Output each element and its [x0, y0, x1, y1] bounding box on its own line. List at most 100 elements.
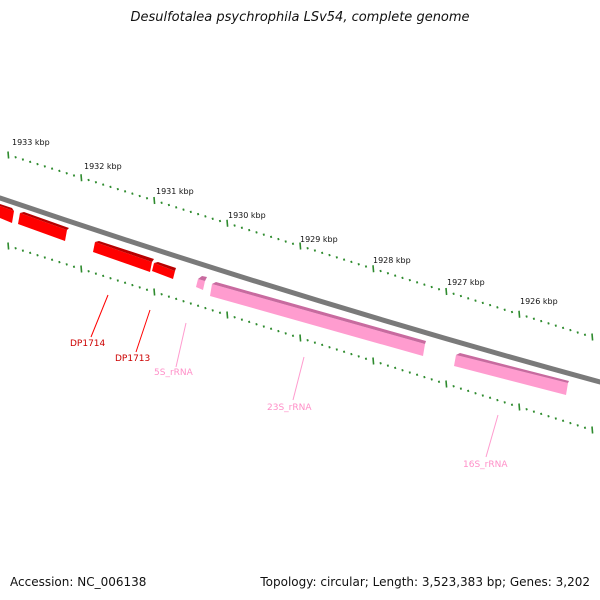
minor-tick: [583, 426, 587, 429]
major-tick: [591, 426, 594, 434]
minor-tick: [437, 287, 441, 291]
minor-tick: [554, 417, 557, 420]
tick-label-1932: 1932 kbp: [84, 162, 122, 171]
major-tick: [7, 242, 10, 250]
rna-feature-23s[interactable]: [210, 282, 426, 356]
minor-tick: [401, 368, 404, 372]
minor-tick: [408, 371, 411, 374]
minor-tick: [313, 341, 317, 344]
gene-feature[interactable]: [0, 204, 14, 223]
minor-tick: [29, 251, 32, 255]
rna-feature-5s[interactable]: [196, 276, 207, 290]
gene-feature-track: [0, 204, 176, 279]
minor-tick: [540, 319, 543, 323]
minor-tick: [306, 247, 309, 250]
minor-tick: [131, 283, 134, 287]
minor-tick: [262, 325, 265, 328]
minor-tick: [240, 318, 244, 321]
minor-tick: [255, 322, 258, 326]
major-tick: [80, 174, 83, 182]
minor-tick: [72, 265, 76, 268]
minor-tick: [211, 309, 214, 312]
minor-tick: [379, 269, 382, 273]
minor-tick: [182, 299, 185, 303]
summary-text: Topology: circular; Length: 3,523,383 bp…: [260, 575, 590, 589]
major-tick: [80, 265, 83, 273]
minor-tick: [321, 343, 324, 347]
minor-tick: [109, 276, 112, 280]
major-tick: [299, 334, 302, 342]
gene-feature-dp1714[interactable]: [93, 241, 154, 272]
minor-tick: [364, 357, 368, 360]
major-tick: [7, 151, 10, 159]
feature-label-16s-rrna[interactable]: 16S_rRNA: [463, 460, 508, 470]
minor-tick: [510, 403, 514, 406]
minor-tick: [459, 294, 463, 298]
minor-tick: [481, 301, 484, 305]
minor-tick: [65, 171, 68, 175]
minor-tick: [540, 412, 543, 416]
minor-tick: [116, 279, 119, 282]
minor-tick: [189, 210, 192, 214]
major-tick: [518, 310, 521, 318]
rna-feature-16s[interactable]: [454, 353, 569, 395]
minor-tick: [474, 391, 477, 395]
minor-tick: [94, 181, 98, 184]
minor-tick: [408, 278, 411, 282]
tick-label-1928: 1928 kbp: [373, 256, 411, 265]
minor-tick: [284, 240, 287, 243]
feature-label-23s-rrna[interactable]: 23S_rRNA: [267, 403, 312, 413]
minor-tick: [452, 292, 455, 296]
minor-tick: [240, 226, 244, 230]
gene-feature-dp1713[interactable]: [152, 262, 176, 279]
minor-tick: [43, 256, 46, 259]
minor-tick: [262, 233, 265, 236]
minor-tick: [415, 281, 419, 284]
minor-tick: [452, 385, 455, 388]
minor-tick: [467, 297, 470, 300]
major-tick: [591, 333, 594, 341]
minor-tick: [554, 324, 557, 327]
minor-tick: [496, 398, 499, 402]
minor-tick: [36, 253, 39, 257]
minor-tick: [569, 328, 572, 332]
minor-tick: [87, 178, 90, 182]
minor-tick: [167, 203, 171, 207]
feature-label-dp1713[interactable]: DP1713: [115, 354, 150, 364]
minor-tick: [306, 339, 309, 342]
major-tick: [153, 288, 156, 296]
major-tick: [518, 403, 521, 411]
minor-tick: [218, 219, 222, 223]
minor-tick: [459, 387, 463, 390]
tick-label-1929: 1929 kbp: [300, 235, 338, 244]
minor-tick: [561, 419, 565, 423]
feature-label-5s-rrna[interactable]: 5S_rRNA: [154, 368, 194, 378]
minor-tick: [36, 162, 39, 166]
minor-tick: [291, 334, 295, 337]
minor-tick: [218, 311, 222, 314]
minor-tick: [437, 380, 441, 383]
minor-tick: [503, 308, 506, 311]
minor-tick: [328, 253, 331, 257]
minor-tick: [43, 165, 46, 168]
minor-tick: [415, 373, 419, 377]
gene-feature[interactable]: [18, 212, 69, 241]
feature-label-dp1714[interactable]: DP1714: [70, 339, 106, 349]
minor-tick: [14, 247, 17, 250]
major-tick: [153, 196, 156, 205]
outer-tick-track: [7, 151, 594, 341]
tick-label-1930: 1930 kbp: [228, 211, 266, 220]
minor-tick: [109, 185, 112, 189]
minor-tick: [72, 174, 76, 177]
minor-tick: [102, 274, 105, 278]
minor-tick: [123, 281, 127, 285]
major-tick: [226, 219, 229, 227]
major-tick: [372, 357, 375, 365]
minor-tick: [116, 187, 119, 191]
minor-tick: [474, 299, 477, 302]
minor-tick: [58, 260, 61, 264]
minor-tick: [175, 206, 178, 209]
minor-tick: [510, 310, 514, 314]
minor-tick: [423, 375, 426, 379]
major-tick: [445, 287, 448, 296]
